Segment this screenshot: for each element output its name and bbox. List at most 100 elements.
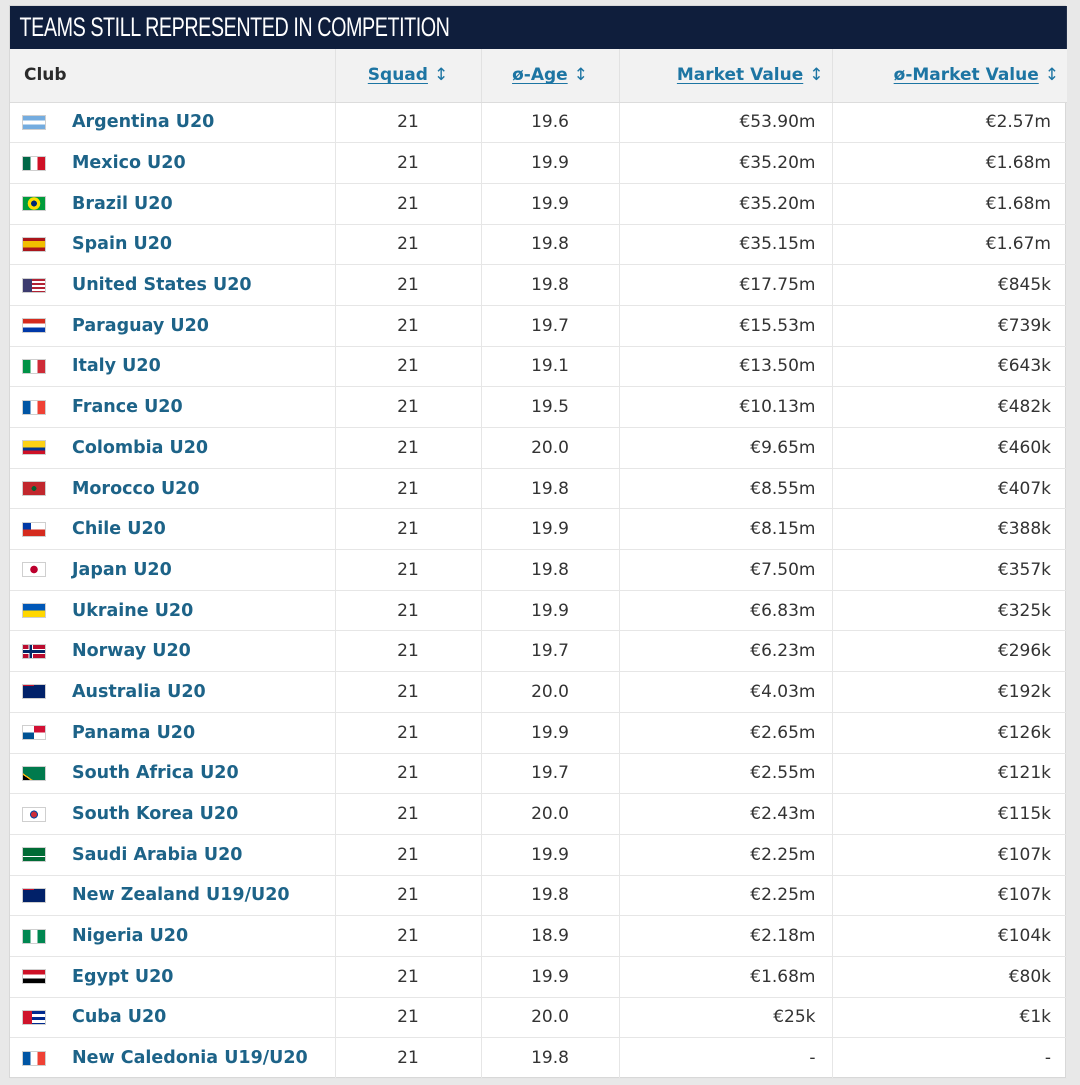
header-age[interactable]: ø-Age ↕ [481, 49, 620, 103]
table-row: Spain U20 21 19.8 €35.15m €1.67m [10, 224, 1067, 266]
table-row: Australia U20 21 20.0 €4.03m €192k [10, 671, 1067, 713]
club-link[interactable]: New Zealand U19/U20 [72, 885, 290, 906]
norway-flag-icon [22, 643, 46, 659]
club-cell: Spain U20 [10, 224, 336, 266]
table-header-row: Club Squad ↕ ø-Age ↕ Market Value ↕ ø-Marke… [10, 49, 1067, 103]
market-value-cell: €2.25m [619, 875, 833, 917]
table-row: New Zealand U19/U20 21 19.8 €2.25m €107k [10, 875, 1067, 917]
avg-market-value-cell: €325k [832, 590, 1067, 632]
header-squad[interactable]: Squad ↕ [335, 49, 482, 103]
header-market-value[interactable]: Market Value ↕ [619, 49, 833, 103]
age-cell: 18.9 [481, 915, 620, 957]
table-row: Argentina U20 21 19.6 €53.90m €2.57m [10, 102, 1067, 144]
spain-flag-icon [22, 236, 46, 252]
france-flag-icon [22, 399, 46, 415]
club-link[interactable]: Panama U20 [72, 722, 196, 743]
sort-squad-link[interactable]: Squad [367, 65, 428, 86]
age-cell: 19.9 [481, 834, 620, 876]
japan-flag-icon [22, 562, 46, 578]
brazil-flag-icon [22, 196, 46, 212]
club-link[interactable]: Italy U20 [72, 356, 161, 377]
club-link[interactable]: South Africa U20 [72, 763, 239, 784]
club-link[interactable]: South Korea U20 [72, 804, 239, 825]
table-row: Saudi Arabia U20 21 19.9 €2.25m €107k [10, 834, 1067, 876]
club-link[interactable]: France U20 [72, 397, 183, 418]
club-link[interactable]: Norway U20 [72, 641, 191, 662]
club-link[interactable]: Argentina U20 [72, 112, 215, 133]
avg-market-value-cell: €115k [832, 793, 1067, 835]
squad-cell: 21 [335, 753, 482, 795]
club-cell: United States U20 [10, 264, 336, 306]
sort-arrows-icon[interactable]: ↕ [1044, 65, 1059, 86]
age-cell: 20.0 [481, 793, 620, 835]
avg-market-value-cell: €1.68m [832, 183, 1067, 225]
club-cell: Chile U20 [10, 508, 336, 551]
market-value-cell: €25k [619, 997, 833, 1039]
market-value-cell: €8.55m [619, 468, 833, 510]
club-cell: Argentina U20 [10, 102, 336, 144]
panama-flag-icon [22, 725, 46, 741]
market-value-cell: €35.15m [619, 224, 833, 266]
sort-age-link[interactable]: ø-Age [512, 65, 568, 86]
squad-cell: 21 [335, 590, 482, 632]
morocco-flag-icon [22, 481, 46, 497]
avg-market-value-cell: €107k [832, 834, 1067, 876]
saudi-arabia-flag-icon [22, 847, 46, 863]
club-cell: Brazil U20 [10, 183, 336, 225]
avg-market-value-cell: €296k [832, 630, 1067, 673]
age-cell: 19.8 [481, 224, 620, 266]
age-cell: 19.8 [481, 1037, 620, 1079]
club-link[interactable]: Spain U20 [72, 234, 173, 255]
sort-arrows-icon[interactable]: ↕ [573, 65, 588, 86]
squad-cell: 21 [335, 468, 482, 510]
sort-arrows-icon[interactable]: ↕ [809, 65, 824, 86]
age-cell: 19.5 [481, 386, 620, 428]
squad-cell: 21 [335, 671, 482, 713]
club-link[interactable]: Paraguay U20 [72, 315, 209, 336]
avg-market-value-cell: €357k [832, 549, 1067, 591]
table-row: Paraguay U20 21 19.7 €15.53m €739k [10, 305, 1067, 347]
avg-market-value-cell: €739k [832, 305, 1067, 347]
club-link[interactable]: Cuba U20 [72, 1007, 167, 1028]
header-avg-market-value[interactable]: ø-Market Value ↕ [832, 49, 1067, 103]
sort-arrows-icon[interactable]: ↕ [433, 65, 449, 86]
age-cell: 19.8 [481, 468, 620, 510]
avg-market-value-cell: €1.68m [832, 142, 1067, 184]
club-link[interactable]: United States U20 [72, 275, 252, 296]
club-link[interactable]: New Caledonia U19/U20 [72, 1048, 308, 1069]
club-link[interactable]: Chile U20 [72, 519, 166, 540]
club-cell: Mexico U20 [10, 142, 336, 184]
squad-cell: 21 [335, 875, 482, 917]
squad-cell: 21 [335, 630, 482, 673]
table-row: Chile U20 21 19.9 €8.15m €388k [10, 508, 1067, 551]
club-link[interactable]: Brazil U20 [72, 193, 173, 214]
sort-avg-market-value-link[interactable]: ø-Market Value [893, 65, 1039, 86]
table-row: Mexico U20 21 19.9 €35.20m €1.68m [10, 142, 1067, 184]
club-link[interactable]: Colombia U20 [72, 437, 209, 458]
club-link[interactable]: Australia U20 [72, 681, 206, 702]
club-link[interactable]: Egypt U20 [72, 966, 174, 987]
cuba-flag-icon [22, 1009, 46, 1025]
squad-cell: 21 [335, 305, 482, 347]
age-cell: 19.7 [481, 305, 620, 347]
south-africa-flag-icon [22, 765, 46, 781]
market-value-cell: €6.83m [619, 590, 833, 632]
ukraine-flag-icon [22, 603, 46, 619]
market-value-cell: €35.20m [619, 142, 833, 184]
club-link[interactable]: Mexico U20 [72, 153, 186, 174]
age-cell: 19.7 [481, 630, 620, 673]
panel-title: TEAMS STILL REPRESENTED IN COMPETITION [10, 6, 1067, 49]
squad-cell: 21 [335, 183, 482, 225]
age-cell: 19.8 [481, 875, 620, 917]
market-value-cell: €6.23m [619, 630, 833, 673]
avg-market-value-cell: €2.57m [832, 102, 1067, 144]
club-link[interactable]: Japan U20 [72, 559, 172, 580]
club-link[interactable]: Morocco U20 [72, 478, 200, 499]
squad-cell: 21 [335, 264, 482, 306]
table-row: Nigeria U20 21 18.9 €2.18m €104k [10, 915, 1067, 957]
club-link[interactable]: Nigeria U20 [72, 926, 189, 947]
age-cell: 19.7 [481, 753, 620, 795]
club-link[interactable]: Ukraine U20 [72, 600, 194, 621]
sort-market-value-link[interactable]: Market Value [676, 65, 804, 86]
club-link[interactable]: Saudi Arabia U20 [72, 844, 243, 865]
